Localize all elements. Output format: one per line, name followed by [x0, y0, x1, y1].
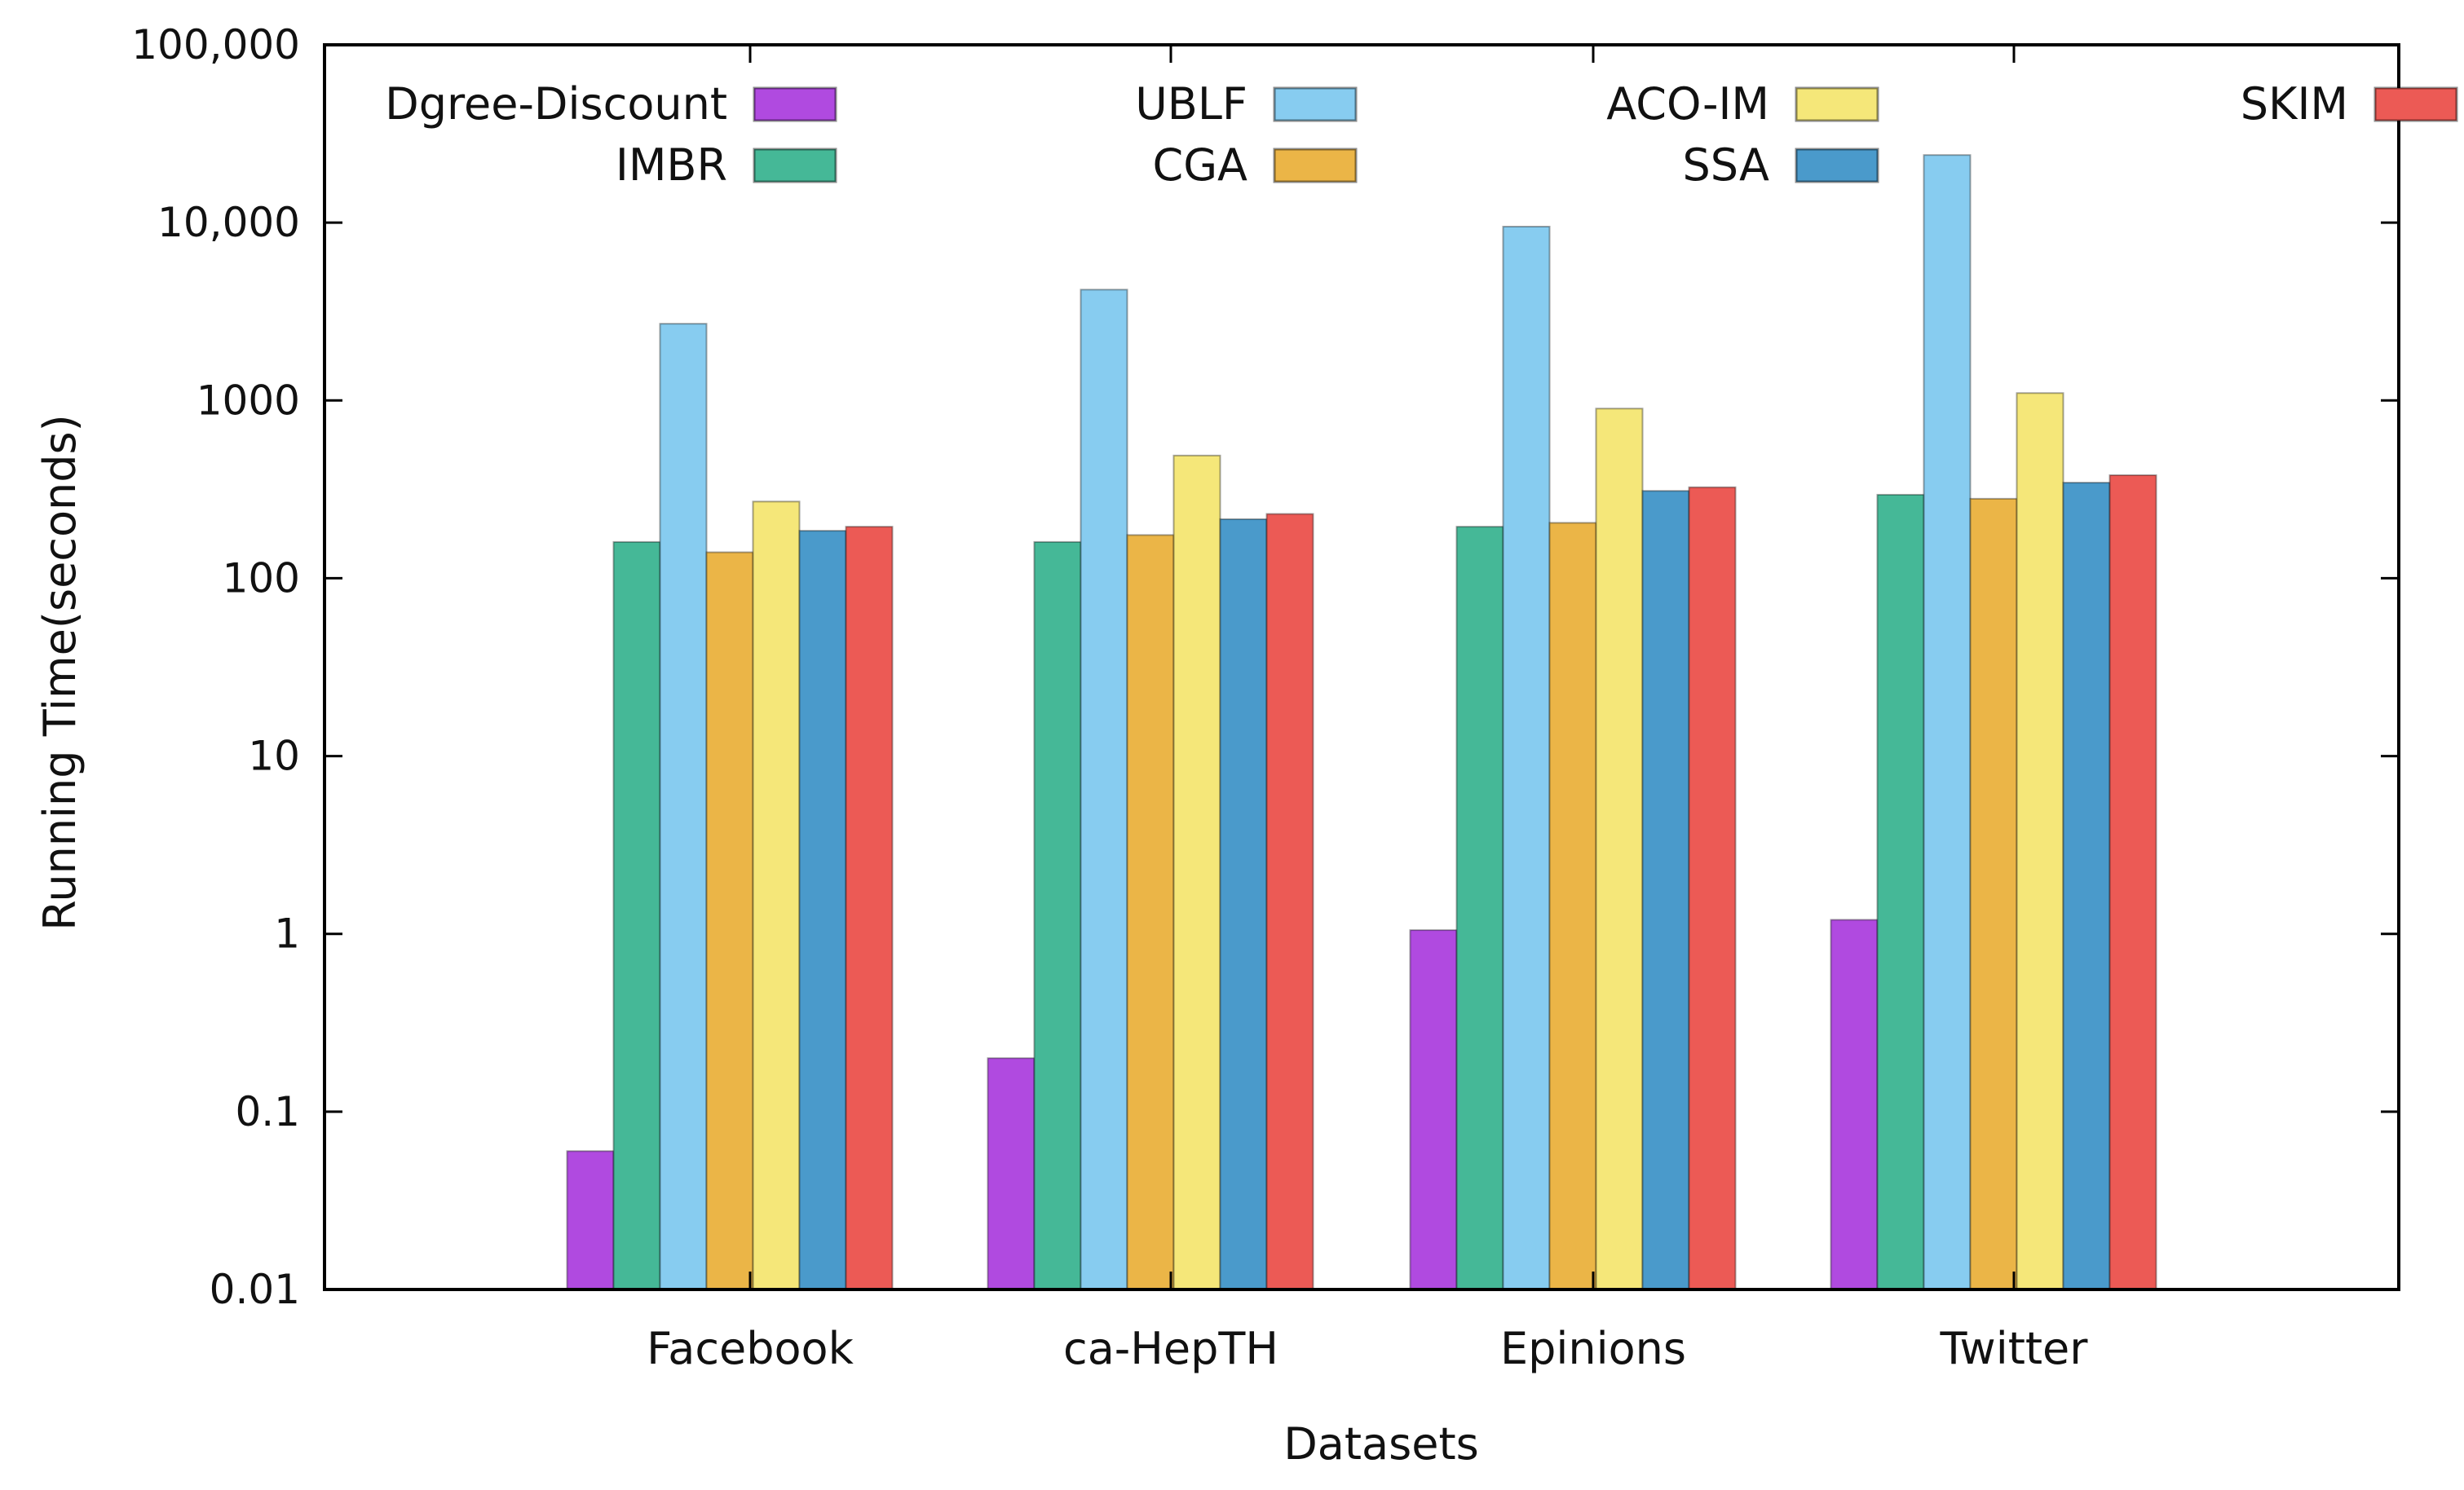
x-axis-title: Datasets: [1283, 1418, 1479, 1470]
bar-cga-epinions: [1548, 522, 1597, 1290]
legend-swatch: [1795, 86, 1879, 122]
x-category-label: ca-HepTH: [1063, 1323, 1278, 1374]
legend-swatch: [1273, 148, 1358, 183]
legend-swatch: [753, 86, 837, 122]
legend-swatch: [753, 148, 837, 183]
y-axis-title: Running Time(seconds): [34, 414, 86, 930]
legend-label: SSA: [1683, 139, 1770, 191]
bar-aco-im-ca-hepth: [1172, 454, 1221, 1290]
category-labels: Facebook ca-HepTH Epinions Twitter: [647, 1323, 2088, 1374]
y-tick-label: 1000: [197, 377, 300, 424]
bar-dgree-discount-twitter: [1830, 919, 1879, 1290]
legend-label: IMBR: [616, 139, 727, 191]
y-tick-label: 100: [223, 554, 300, 602]
ticks-layer: 0.01 0.1 1 10 100 1000 10,000 100,000: [131, 21, 2399, 1313]
legend-label: UBLF: [1135, 78, 1247, 130]
bar-cga-twitter: [1969, 497, 2018, 1290]
bar-ublf-epinions: [1502, 226, 1551, 1290]
bar-ssa-epinions: [1641, 490, 1690, 1290]
bar-aco-im-epinions: [1595, 408, 1644, 1291]
y-tick-label: 0.1: [235, 1088, 300, 1135]
legend-label: ACO-IM: [1606, 78, 1769, 130]
bar-imbr-facebook: [612, 540, 661, 1290]
y-tick-label: 100,000: [131, 21, 300, 68]
bar-imbr-epinions: [1455, 526, 1504, 1290]
legend-label: Dgree-Discount: [385, 78, 727, 130]
bar-aco-im-twitter: [2016, 392, 2064, 1290]
bar-aco-im-facebook: [752, 500, 801, 1290]
bar-ssa-facebook: [798, 530, 847, 1290]
legend-swatch: [2373, 86, 2458, 122]
bar-dgree-discount-facebook: [566, 1150, 615, 1290]
y-tick-label: 1: [274, 910, 300, 958]
bar-skim-facebook: [845, 526, 894, 1290]
bar-skim-ca-hepth: [1265, 513, 1314, 1290]
bar-dgree-discount-epinions: [1409, 929, 1458, 1291]
legend-swatch: [1795, 148, 1879, 183]
bar-dgree-discount-ca-hepth: [987, 1057, 1035, 1290]
bars-layer: [566, 154, 2157, 1291]
bar-cga-facebook: [705, 551, 754, 1290]
y-tick-label: 10,000: [157, 199, 300, 246]
bar-ublf-twitter: [1923, 154, 1972, 1290]
legend-swatch: [1273, 86, 1358, 122]
bar-skim-epinions: [1688, 486, 1737, 1290]
y-tick-label: 10: [248, 733, 300, 780]
bar-cga-ca-hepth: [1126, 534, 1175, 1290]
bar-skim-twitter: [2109, 474, 2157, 1290]
bar-ssa-ca-hepth: [1219, 518, 1268, 1290]
legend-label: SKIM: [2241, 78, 2348, 130]
legend: Dgree-Discount UBLF ACO-IM SKIM IMBR CGA SSA: [385, 78, 2458, 191]
bar-imbr-twitter: [1876, 493, 1925, 1290]
x-category-label: Epinions: [1500, 1323, 1686, 1374]
y-tick-label: 0.01: [210, 1266, 300, 1313]
bar-ssa-twitter: [2062, 482, 2111, 1290]
plot-frame: [323, 43, 2400, 1291]
bar-ublf-facebook: [659, 323, 708, 1291]
legend-label: CGA: [1153, 139, 1248, 191]
bar-ublf-ca-hepth: [1080, 289, 1128, 1290]
x-category-label: Facebook: [647, 1323, 854, 1374]
x-category-label: Twitter: [1940, 1323, 2089, 1374]
bar-imbr-ca-hepth: [1033, 540, 1082, 1290]
